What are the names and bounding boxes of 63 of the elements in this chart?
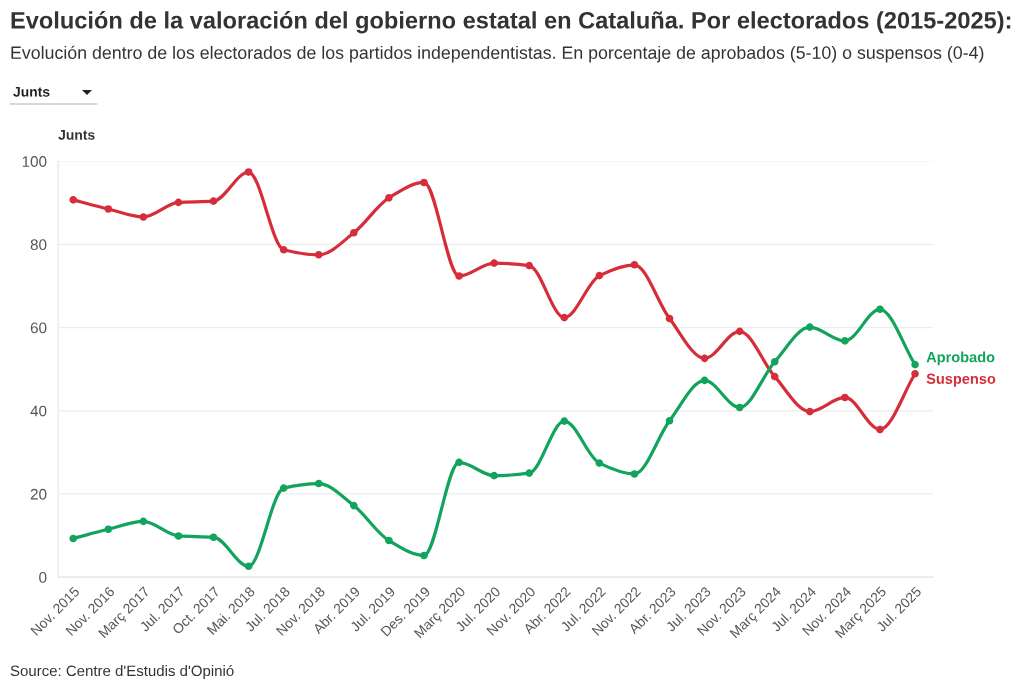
point — [174, 532, 183, 540]
point — [490, 259, 498, 267]
point — [770, 357, 779, 366]
chart-subtitle: Evolución dentro de los electorados de los partidos independentistas. En porcentaje de aprobados (5-10) o suspensos (0-4) — [11, 45, 984, 63]
point — [630, 260, 639, 269]
point — [700, 354, 709, 363]
point — [279, 246, 288, 254]
point — [735, 403, 744, 412]
point — [665, 314, 674, 323]
point — [665, 416, 674, 425]
point — [595, 459, 604, 467]
point — [314, 479, 323, 488]
y-tick-label: 80 — [30, 239, 47, 251]
point — [911, 369, 919, 378]
y-axis-title: Junts — [58, 130, 95, 140]
chart-title: Evolución de la valoración del gobierno estatal en Cataluña. Por electorados (2015-2025): — [11, 11, 1011, 34]
point — [420, 178, 428, 187]
point — [104, 205, 113, 213]
point — [595, 271, 604, 280]
point — [560, 313, 569, 322]
series-label: Aprobado — [926, 351, 995, 366]
point — [385, 194, 393, 202]
point — [806, 323, 814, 331]
point — [279, 484, 288, 492]
point — [139, 213, 148, 221]
point — [841, 393, 849, 402]
point — [420, 551, 428, 560]
point — [244, 562, 253, 571]
point — [455, 272, 463, 280]
point — [525, 261, 534, 270]
point — [700, 376, 709, 385]
point — [735, 327, 744, 336]
point — [69, 534, 78, 543]
point — [455, 458, 463, 467]
point — [630, 470, 639, 478]
point — [876, 425, 884, 434]
point — [490, 471, 498, 480]
point — [806, 407, 814, 416]
point — [560, 417, 569, 425]
y-tick-label: 100 — [22, 156, 47, 167]
point — [911, 360, 919, 369]
y-tick-label: 20 — [30, 488, 47, 500]
series-label: Suspenso — [926, 373, 996, 387]
point — [209, 197, 218, 205]
point — [841, 337, 849, 345]
point — [314, 251, 323, 259]
source-note: Source: Centre d'Estudis d'Opinió — [10, 664, 234, 680]
y-tick-label: 0 — [39, 572, 47, 583]
y-tick-label: 60 — [30, 322, 47, 334]
y-tick-label: 40 — [30, 405, 47, 417]
point — [174, 198, 183, 207]
point — [139, 517, 148, 526]
point — [770, 372, 779, 381]
point — [69, 196, 78, 204]
text: Junts — [13, 87, 50, 97]
point — [876, 305, 884, 314]
point — [525, 469, 534, 477]
point — [385, 536, 393, 545]
point — [104, 525, 113, 534]
point — [350, 228, 358, 237]
point — [244, 168, 253, 176]
point — [209, 533, 218, 542]
point — [350, 501, 358, 510]
